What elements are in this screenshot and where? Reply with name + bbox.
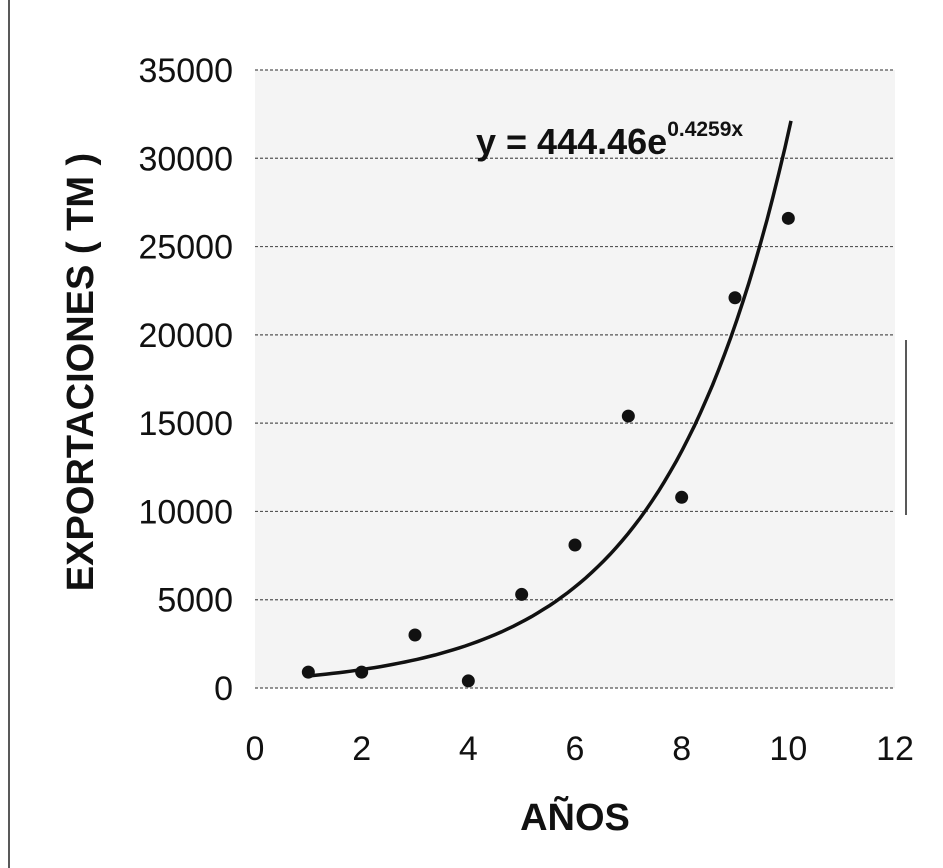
x-tick-label: 6 [566,730,585,768]
y-tick-label: 25000 [138,229,233,267]
x-axis-title: AÑOS [520,795,630,839]
y-tick-label: 20000 [138,317,233,355]
y-tick-label: 5000 [157,582,233,620]
y-tick-label: 35000 [138,52,233,90]
y-tick-label: 30000 [138,140,233,178]
x-tick-label: 2 [352,730,371,768]
x-tick-label: 8 [672,730,691,768]
equation-exponent: 0.4259x [667,118,743,141]
data-points [301,211,795,688]
exponential-trendline [308,120,793,678]
data-point [355,665,369,679]
data-point [568,538,582,552]
x-tick-label: 10 [769,730,807,768]
x-tick-label: 0 [246,730,265,768]
y-axis-title: EXPORTACIONES ( TM ) [60,153,102,591]
y-tick-label: 10000 [138,493,233,531]
data-point [675,490,689,504]
equation-main: y = 444.46e [476,121,667,162]
data-point [621,409,635,423]
trendline-equation: y = 444.46e0.4259x [476,118,743,162]
plot-area [255,70,895,688]
data-point [728,291,742,305]
x-tick-labels: 0 2 4 6 8 10 12 [246,730,914,768]
x-tick-label: 12 [876,730,914,768]
data-point [408,628,422,642]
y-tick-label: 15000 [138,405,233,443]
data-point [301,665,315,679]
y-tick-label: 0 [214,670,233,708]
data-point [461,674,475,688]
data-point [515,587,529,601]
y-tick-labels: 0 5000 10000 15000 20000 25000 30000 35000 [138,52,233,708]
gridlines [255,69,895,689]
x-tick-label: 4 [459,730,478,768]
data-point [781,211,795,225]
